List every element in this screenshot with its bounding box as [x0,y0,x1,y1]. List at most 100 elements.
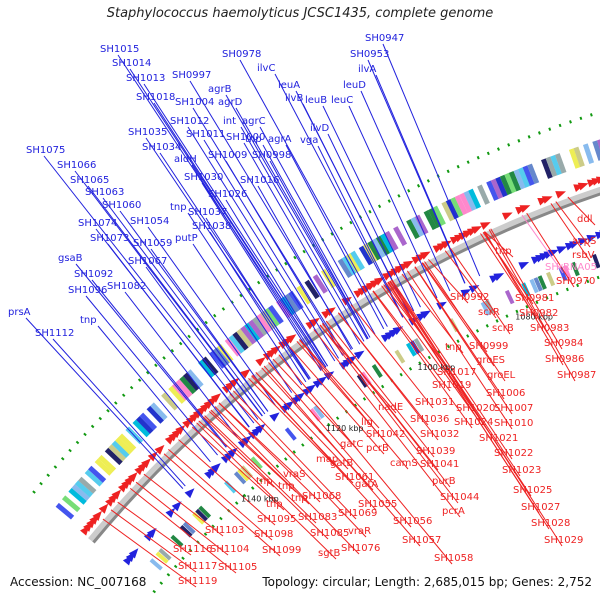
cog-band-mark [568,148,581,169]
reverse-gene-leader [325,320,435,458]
forward-gene-leader [239,59,388,327]
cog-band-mark [384,230,399,251]
forward-gene-label: leuD [343,80,366,91]
reverse-gene-label: SH1057 [402,535,441,546]
reverse-gene-leader [322,322,451,488]
reverse-gene-mark [175,425,186,435]
reverse-gene-leader [313,329,461,518]
reverse-gene-label: purB [432,476,456,487]
reverse-gene-label: groEL [487,370,516,381]
forward-gene-label: leuC [331,95,353,106]
reverse-gene-leader [198,420,275,488]
reverse-gene-label: SH1024 [454,417,493,428]
forward-gene-label: SH1073 [90,233,129,244]
forward-gene-leader [87,185,263,417]
cog-band-mark [350,250,365,271]
forward-gene-label: putP [175,233,198,244]
kbp-tick-label: 1140 kbp [241,494,279,503]
rna-gene-leader [521,214,564,274]
inner-band-mark [198,505,212,519]
forward-gene-leader [322,105,421,308]
cog-band-mark [232,331,249,351]
forward-gene-leader [43,155,255,424]
forward-gene-leader [52,338,186,487]
cog-band-mark [132,419,151,438]
cog-band-mark [74,480,94,498]
forward-gene-mark [184,488,195,499]
forward-gene-label: SH1012 [170,116,209,127]
forward-gene-label: ilvD [310,123,329,134]
cog-band-mark [358,245,374,266]
feature-marks [55,138,600,571]
reverse-gene-label: SH0970 [556,276,595,287]
forward-gene-label: gsaB [58,253,83,264]
forward-gene-leader [257,185,352,350]
reverse-gene-leader [129,488,237,574]
kbp-tick-label: 1100 kbp [418,363,456,372]
cog-band-mark [84,469,103,487]
cog-band-mark [61,495,81,513]
cog-band-mark [88,465,107,483]
kbp-tick-labels: 920 kbp940 kbp960 kbp980 kbp1000 kbp1020… [241,312,553,503]
reverse-gene-leader [390,279,563,547]
cog-band-mark [545,156,558,178]
forward-gene-leader [382,43,481,277]
forward-gene-mark [146,527,157,538]
cog-band-mark [284,293,300,313]
forward-gene-leader [274,73,404,318]
reverse-gene-label: gatC [340,439,363,450]
cog-band-mark [554,153,567,174]
reverse-gene-mark [210,393,221,403]
forward-gene-leader [192,107,345,355]
cog-band-mark [118,433,137,452]
reverse-gene-leader [202,416,329,540]
forward-gene-mark [128,548,139,559]
reverse-gene-leader [372,290,473,429]
reverse-gene-mark [577,182,589,191]
reverse-gene-leader [135,481,229,556]
forward-gene-label: SH1066 [57,160,96,171]
forward-gene-label: SH1035 [128,127,167,138]
cog-band-mark [463,190,477,211]
cog-band-mark [150,402,168,421]
forward-gene-label: leuA [278,80,300,91]
reverse-gene-leader [163,453,281,557]
reverse-gene-leader [391,279,513,460]
forward-gene-label: SH1030 [184,172,223,183]
inner-band-mark [195,508,208,522]
reverse-gene-leader [229,393,367,538]
reverse-gene-leader [214,406,360,555]
reverse-gene-leader [350,304,434,409]
reverse-gene-leader [248,377,335,466]
inner-band-mark [356,373,368,388]
reverse-gene-label: acpS [572,236,596,247]
cog-band-mark [450,196,464,218]
reverse-gene-leader [449,247,511,335]
cog-band-mark [136,416,154,434]
reverse-gene-leader [414,266,513,415]
forward-gene-label: SH0998 [252,150,291,161]
reverse-gene-label: SH0987 [557,370,596,381]
cog-band-mark [486,180,499,201]
reverse-gene-mark [309,317,320,327]
reverse-gene-mark [127,472,138,483]
forward-gene-label: SH0947 [365,33,404,44]
reverse-gene-label: pcrA [442,506,465,517]
reverse-gene-label: SH0981 [515,293,554,304]
reverse-gene-leader [421,262,495,367]
label-leader-lines [25,43,596,588]
forward-gene-label: tnp [170,202,187,213]
reverse-gene-label: SH1041 [420,459,459,470]
forward-gene-label: prsA [8,307,31,318]
reverse-gene-label: map [316,454,338,465]
forward-gene-leader [243,142,361,345]
forward-gene-mark [241,435,252,446]
forward-gene-leader [143,83,329,367]
reverse-gene-label: SH0982 [519,308,558,319]
reverse-gene-label: SH1039 [416,446,455,457]
inner-band-mark [504,289,515,305]
cog-band-mark [115,437,133,455]
cog-band-mark [304,279,320,300]
forward-gene-label: SH1037 [188,207,227,218]
reverse-gene-leader [338,312,439,441]
